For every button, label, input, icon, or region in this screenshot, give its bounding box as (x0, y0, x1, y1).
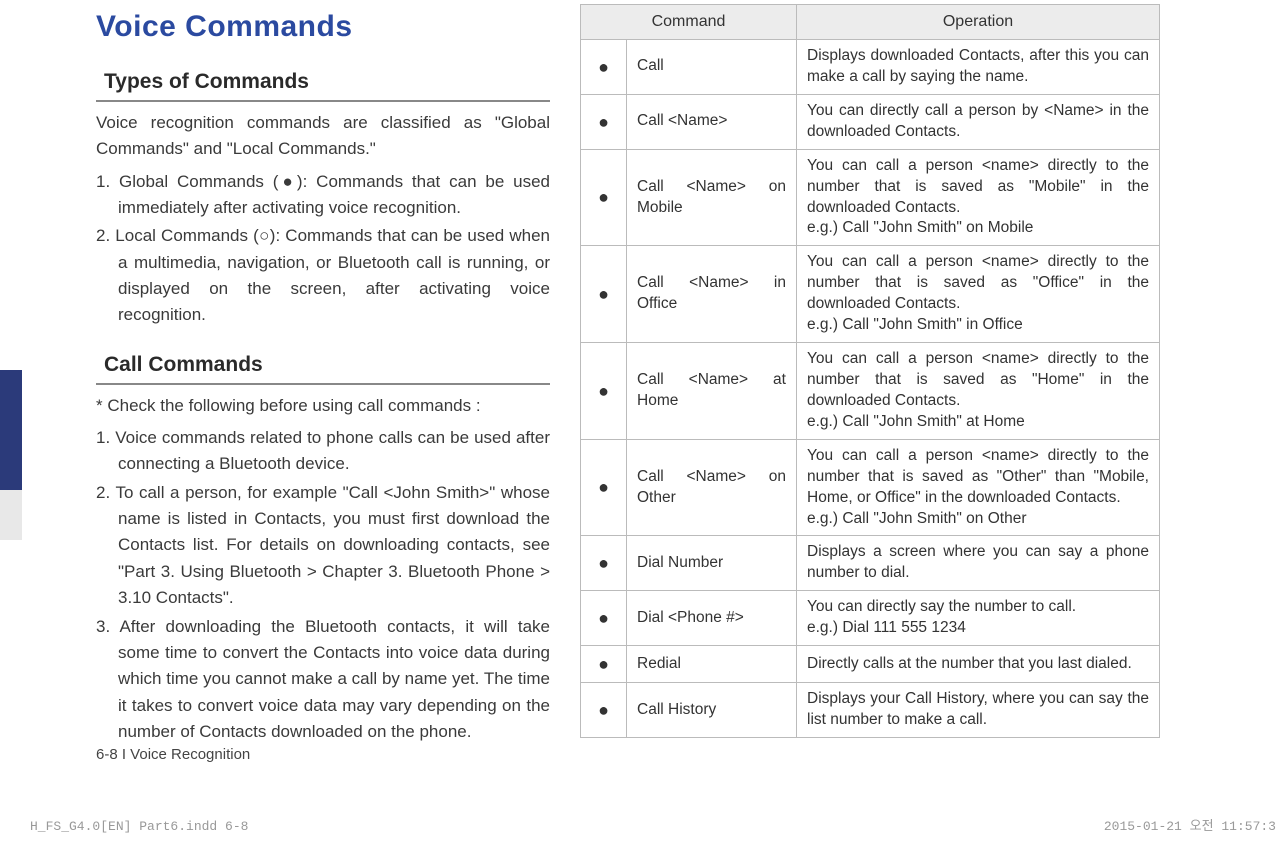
table-row: ●Dial <Phone #>You can directly say the … (581, 591, 1160, 646)
table-header-row: Command Operation (581, 5, 1160, 40)
operation-cell: Displays your Call History, where you ca… (797, 683, 1160, 738)
bullet-icon: ● (581, 591, 627, 646)
command-cell: Call <Name> in Office (627, 246, 797, 343)
table-row: ●Call <Name> in OfficeYou can call a per… (581, 246, 1160, 343)
bullet-icon: ● (581, 343, 627, 440)
table-row: ●Call <Name> on OtherYou can call a pers… (581, 439, 1160, 536)
call-item-1: 1. Voice commands related to phone calls… (96, 425, 550, 478)
bullet-icon: ● (581, 149, 627, 246)
bullet-icon: ● (581, 536, 627, 591)
bullet-icon: ● (581, 646, 627, 683)
table-row: ●Call <Name>You can directly call a pers… (581, 94, 1160, 149)
commands-table: Command Operation ●CallDisplays download… (580, 4, 1160, 738)
operation-cell: You can directly say the number to call.… (797, 591, 1160, 646)
command-cell: Dial <Phone #> (627, 591, 797, 646)
table-row: ●Call HistoryDisplays your Call History,… (581, 683, 1160, 738)
command-cell: Redial (627, 646, 797, 683)
operation-cell: You can call a person <name> directly to… (797, 149, 1160, 246)
bullet-icon: ● (581, 439, 627, 536)
operation-cell: Directly calls at the number that you la… (797, 646, 1160, 683)
operation-cell: You can call a person <name> directly to… (797, 439, 1160, 536)
command-cell: Dial Number (627, 536, 797, 591)
section-heading-call: Call Commands (96, 349, 550, 385)
table-row: ●CallDisplays downloaded Contacts, after… (581, 40, 1160, 95)
operation-cell: You can directly call a person by <Name>… (797, 94, 1160, 149)
table-row: ●RedialDirectly calls at the number that… (581, 646, 1160, 683)
operation-cell: You can call a person <name> directly to… (797, 246, 1160, 343)
left-column: Voice Commands Types of Commands Voice r… (0, 0, 570, 747)
command-cell: Call <Name> (627, 94, 797, 149)
page-footer: 6-8 I Voice Recognition (96, 746, 250, 763)
bullet-icon: ● (581, 40, 627, 95)
table-row: ●Dial NumberDisplays a screen where you … (581, 536, 1160, 591)
types-item-1: 1. Global Commands (●): Commands that ca… (96, 169, 550, 222)
types-item-2: 2. Local Commands (○): Commands that can… (96, 223, 550, 328)
bullet-icon: ● (581, 683, 627, 738)
operation-cell: You can call a person <name> directly to… (797, 343, 1160, 440)
operation-cell: Displays downloaded Contacts, after this… (797, 40, 1160, 95)
bullet-icon: ● (581, 94, 627, 149)
right-column: Command Operation ●CallDisplays download… (570, 0, 1170, 747)
command-cell: Call (627, 40, 797, 95)
types-intro: Voice recognition commands are classifie… (96, 110, 550, 163)
print-mark-right: 2015-01-21 오전 11:57:3 (1104, 815, 1276, 834)
table-row: ●Call <Name> on MobileYou can call a per… (581, 149, 1160, 246)
command-cell: Call <Name> at Home (627, 343, 797, 440)
call-item-2: 2. To call a person, for example "Call <… (96, 480, 550, 612)
section-heading-types: Types of Commands (96, 66, 550, 102)
command-cell: Call <Name> on Mobile (627, 149, 797, 246)
command-cell: Call History (627, 683, 797, 738)
operation-cell: Displays a screen where you can say a ph… (797, 536, 1160, 591)
header-command: Command (581, 5, 797, 40)
bullet-icon: ● (581, 246, 627, 343)
call-note: * Check the following before using call … (96, 393, 550, 419)
header-operation: Operation (797, 5, 1160, 40)
page-title: Voice Commands (96, 10, 550, 44)
page-container: Voice Commands Types of Commands Voice r… (0, 0, 1276, 747)
call-item-3: 3. After downloading the Bluetooth conta… (96, 614, 550, 746)
print-mark-left: H_FS_G4.0[EN] Part6.indd 6-8 (30, 819, 248, 834)
command-cell: Call <Name> on Other (627, 439, 797, 536)
table-row: ●Call <Name> at HomeYou can call a perso… (581, 343, 1160, 440)
